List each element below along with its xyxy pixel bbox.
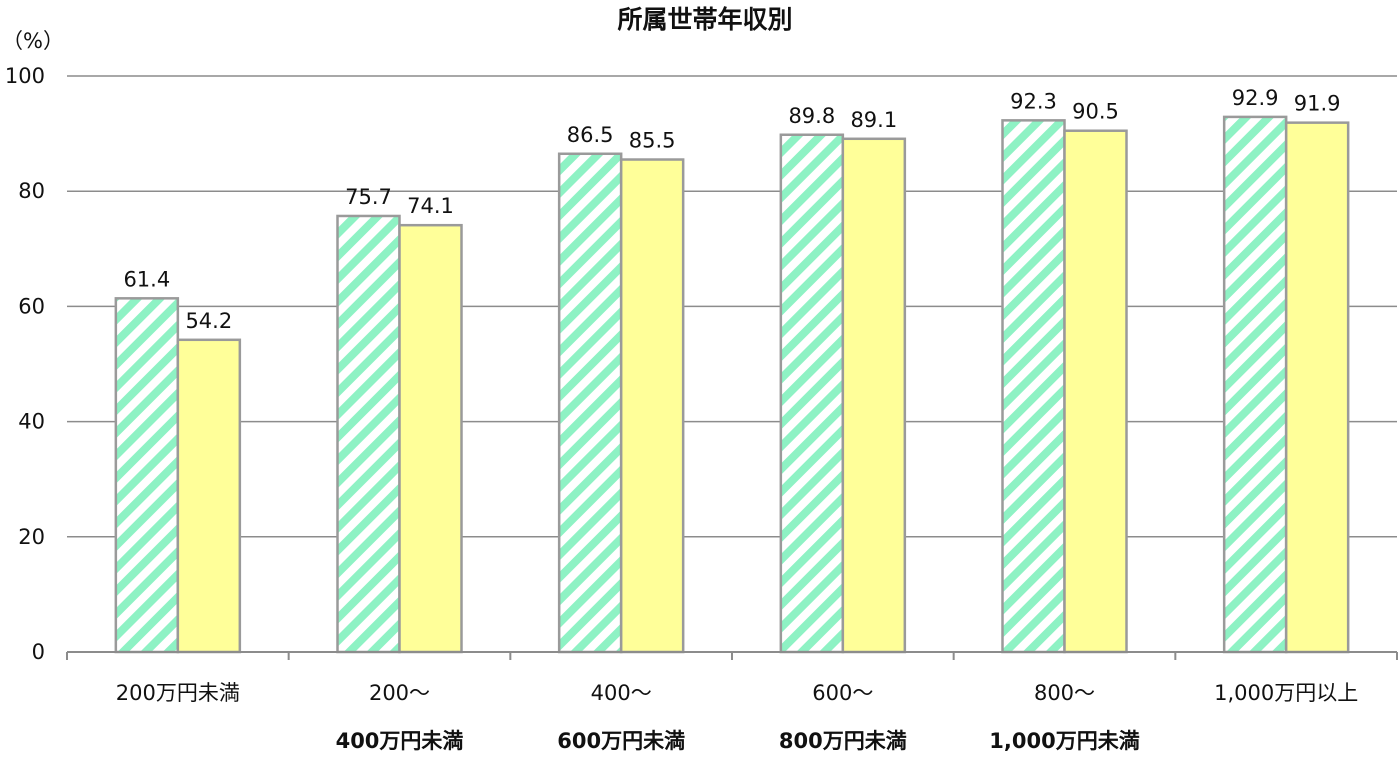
bars bbox=[114, 115, 1350, 654]
bar-series-2 bbox=[841, 137, 907, 654]
data-label: 74.1 bbox=[407, 194, 454, 218]
bar-series-1 bbox=[336, 214, 401, 654]
x-category-label-line2: 600万円未満 bbox=[557, 729, 685, 753]
y-axis-ticks: 0 20 40 60 80 100 bbox=[5, 64, 45, 664]
data-label: 54.2 bbox=[185, 309, 232, 333]
x-category-label-line2: 1,000万円未満 bbox=[989, 729, 1139, 753]
data-label: 90.5 bbox=[1072, 100, 1119, 124]
data-label: 91.9 bbox=[1294, 92, 1341, 116]
y-tick-label: 40 bbox=[18, 410, 45, 434]
y-tick-label: 0 bbox=[32, 640, 45, 664]
bar-series-2 bbox=[1063, 129, 1128, 654]
gridlines bbox=[67, 75, 1397, 538]
data-label: 92.9 bbox=[1232, 86, 1279, 110]
data-label: 61.4 bbox=[123, 267, 170, 291]
x-category-label: 200～ bbox=[369, 681, 430, 705]
data-label: 75.7 bbox=[345, 185, 392, 209]
chart-title: 所属世帯年収別 bbox=[617, 5, 792, 34]
bar-series-2 bbox=[398, 223, 463, 654]
bar-series-2 bbox=[619, 158, 685, 654]
y-tick-label: 100 bbox=[5, 64, 45, 88]
bar-series-1 bbox=[114, 297, 180, 654]
bar-series-1 bbox=[557, 152, 623, 654]
bar-series-1 bbox=[779, 133, 845, 654]
x-category-label-line2: 800万円未満 bbox=[779, 729, 907, 753]
data-label: 89.8 bbox=[788, 104, 835, 128]
x-category-label-line2: 400万円未満 bbox=[336, 729, 464, 753]
data-label: 86.5 bbox=[567, 123, 614, 147]
y-tick-label: 60 bbox=[18, 294, 45, 318]
x-category-label: 1,000万円以上 bbox=[1214, 681, 1358, 705]
x-category-label: 800～ bbox=[1034, 681, 1095, 705]
x-category-label: 400～ bbox=[591, 681, 652, 705]
bar-series-2 bbox=[176, 338, 242, 654]
x-category-label: 600～ bbox=[812, 681, 873, 705]
y-tick-label: 20 bbox=[18, 525, 45, 549]
y-tick-label: 80 bbox=[18, 179, 45, 203]
data-label: 85.5 bbox=[629, 129, 676, 153]
data-label: 92.3 bbox=[1010, 89, 1057, 113]
x-axis: 200万円未満 200～ 400万円未満 400～ 600万円未満 600～ 800万円未満… bbox=[66, 651, 1398, 753]
data-label: 89.1 bbox=[850, 108, 897, 132]
bar-series-1 bbox=[1001, 119, 1066, 654]
bar-series-1 bbox=[1222, 115, 1288, 654]
y-unit-label: （%） bbox=[2, 29, 64, 53]
x-category-label: 200万円未満 bbox=[116, 681, 240, 705]
data-labels: 61.4 54.2 75.7 74.1 86.5 85.5 89.8 89.1 92.3 90.5… bbox=[123, 86, 1340, 333]
bar-series-2 bbox=[1284, 121, 1350, 654]
